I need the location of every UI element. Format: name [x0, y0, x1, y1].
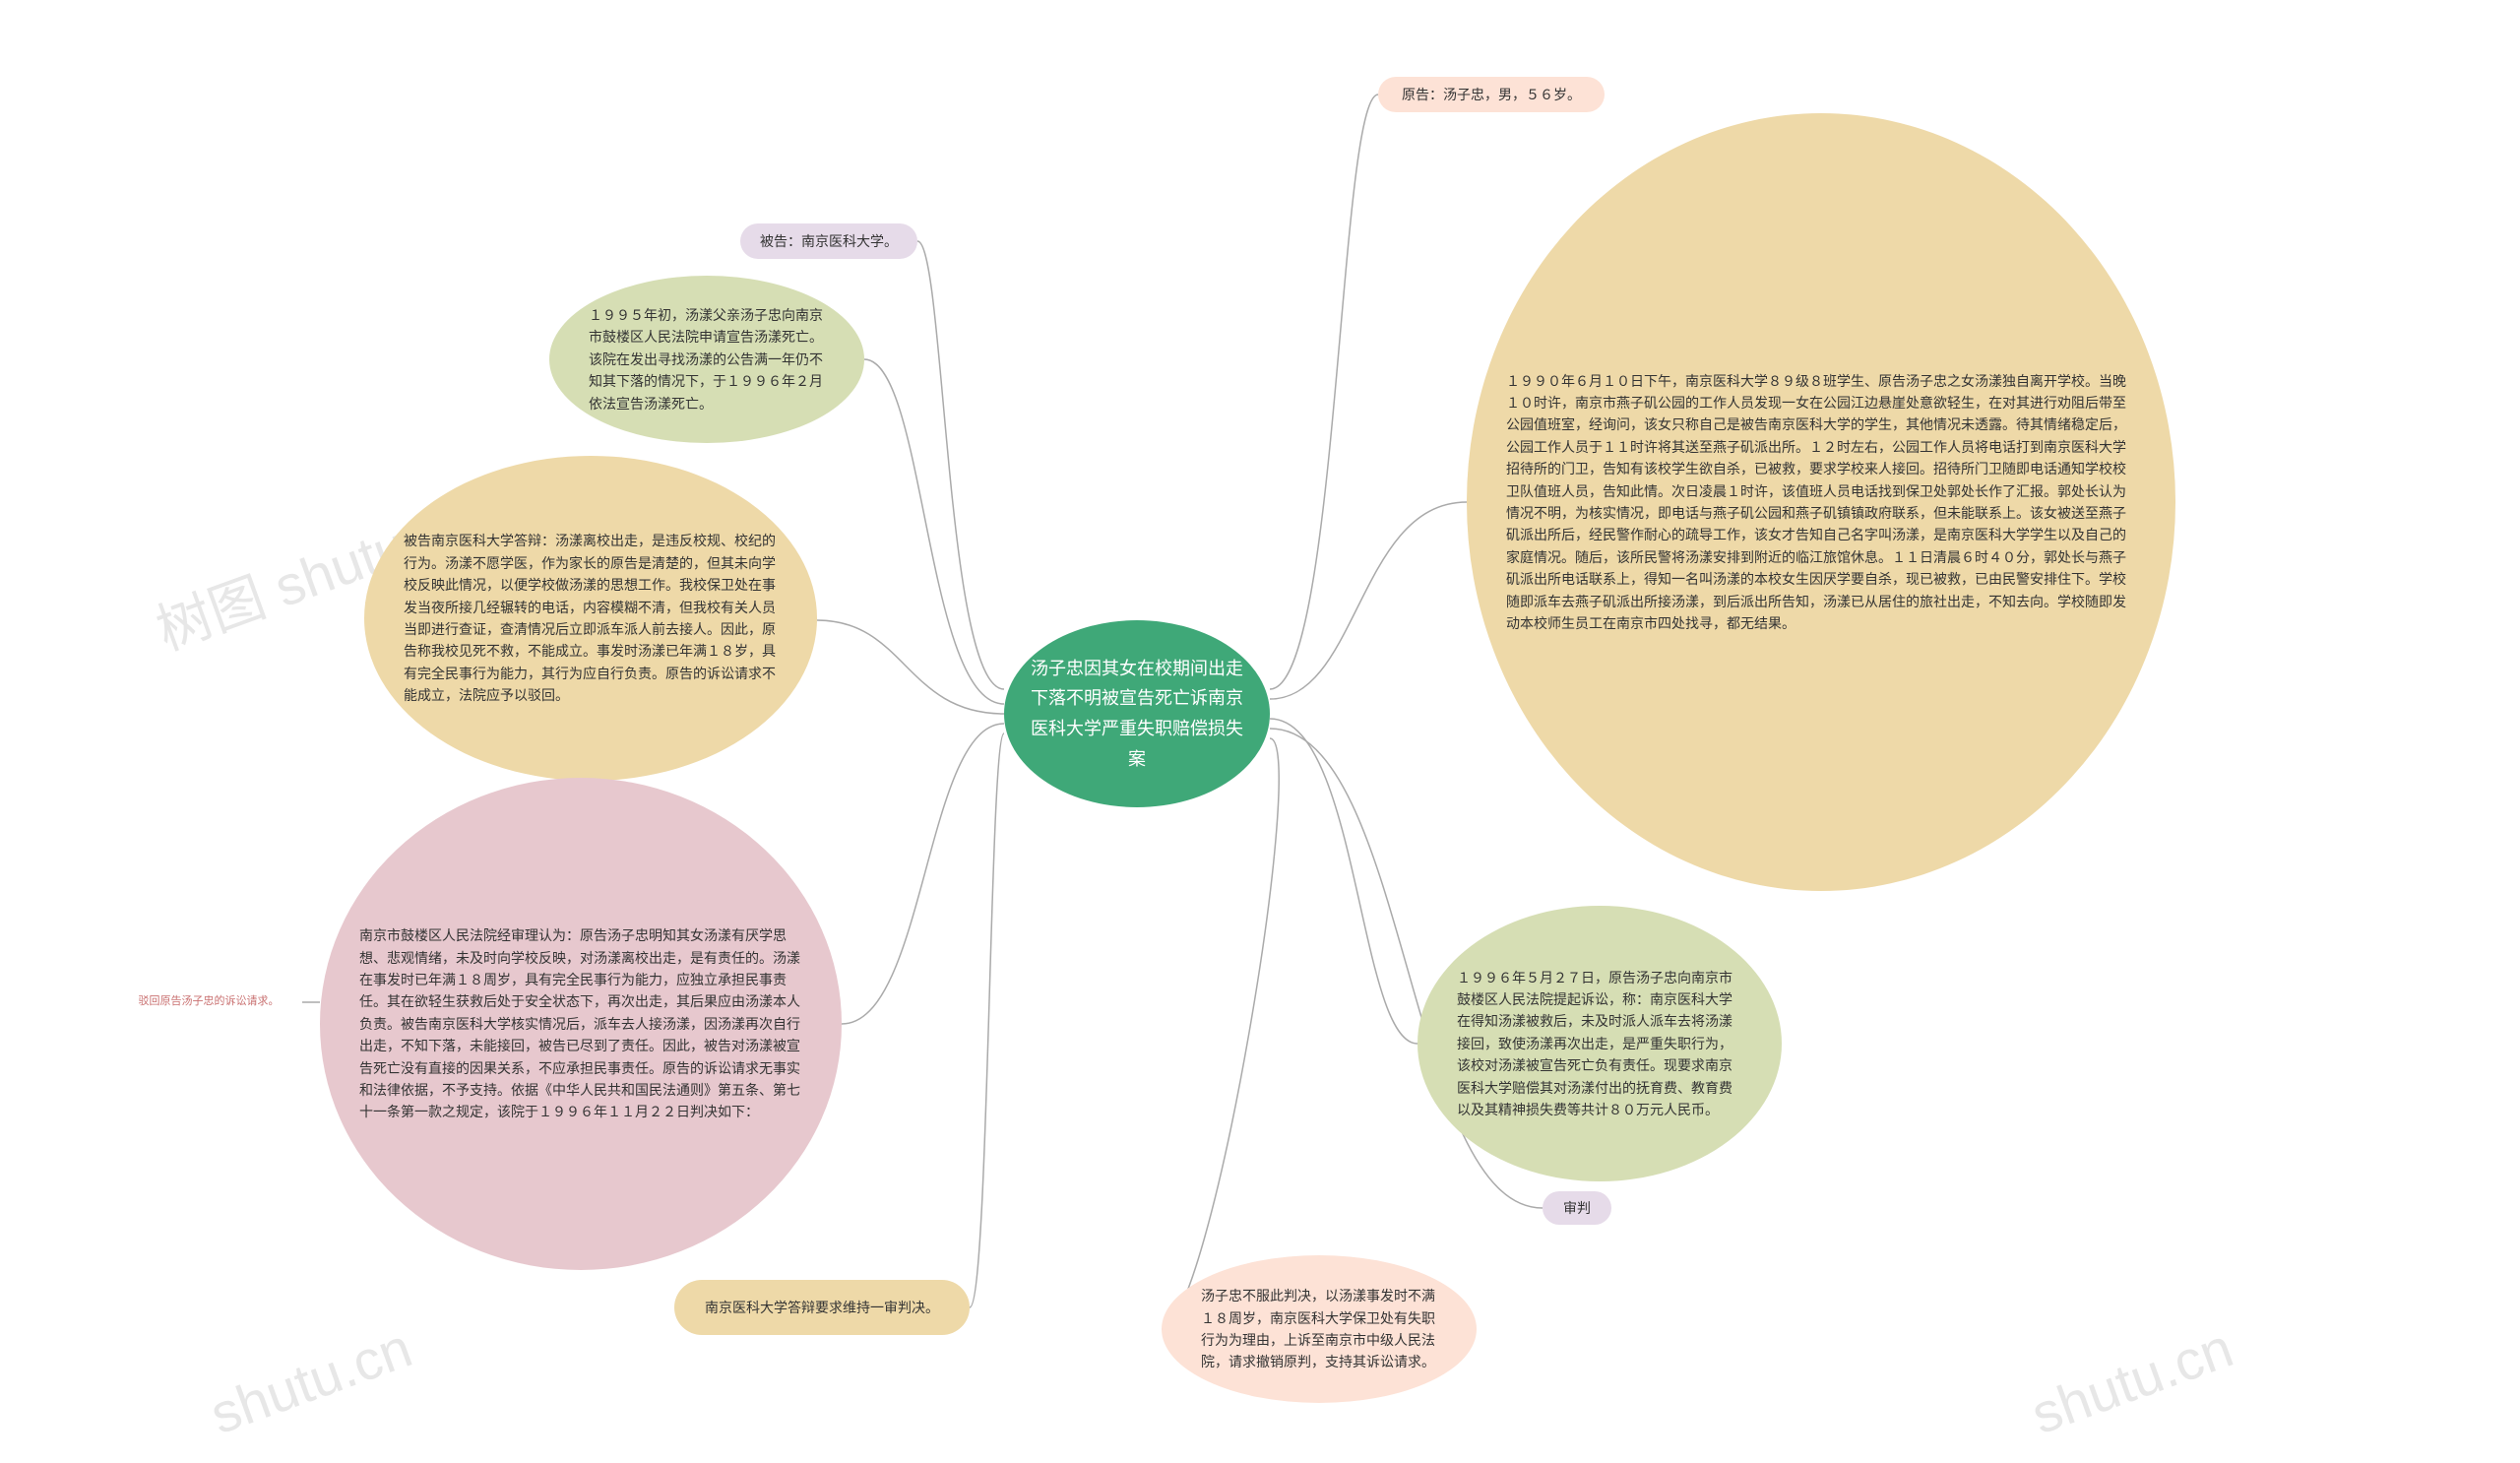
watermark-3: shutu.cn [202, 1315, 419, 1446]
node-text-plaintiff: 原告：汤子忠，男，５６岁。 [1402, 84, 1581, 105]
node-text-declare1995: １９９５年初，汤漾父亲汤子忠向南京市鼓楼区人民法院申请宣告汤漾死亡。该院在发出寻… [589, 304, 825, 414]
node-text-reject: 驳回原告汤子忠的诉讼请求。 [139, 993, 280, 1011]
node-text-appeal: 汤子忠不服此判决，以汤漾事发时不满１８周岁，南京医科大学保卫处有失职行为为理由，… [1201, 1285, 1437, 1373]
node-declare1995: １９９５年初，汤漾父亲汤子忠向南京市鼓楼区人民法院申请宣告汤漾死亡。该院在发出寻… [549, 276, 864, 443]
node-text-claim1996: １９９６年５月２７日，原告汤子忠向南京市鼓楼区人民法院提起诉讼，称：南京医科大学… [1457, 967, 1742, 1121]
node-text-defendant: 被告：南京医科大学。 [760, 230, 898, 252]
node-facts: １９９０年６月１０日下午，南京医科大学８９级８班学生、原告汤子忠之女汤漾独自离开… [1467, 113, 2175, 891]
node-text-facts: １９９０年６月１０日下午，南京医科大学８９级８班学生、原告汤子忠之女汤漾独自离开… [1506, 370, 2136, 635]
node-text-court1: 南京市鼓楼区人民法院经审理认为：原告汤子忠明知其女汤漾有厌学思想、悲观情绪，未及… [359, 924, 802, 1123]
node-claim1996: １９９６年５月２７日，原告汤子忠向南京市鼓楼区人民法院提起诉讼，称：南京医科大学… [1418, 906, 1782, 1181]
watermark-4: shutu.cn [2023, 1315, 2240, 1446]
node-appeal: 汤子忠不服此判决，以汤漾事发时不满１８周岁，南京医科大学保卫处有失职行为为理由，… [1162, 1255, 1477, 1403]
center-node-text: 汤子忠因其女在校期间出走下落不明被宣告死亡诉南京医科大学严重失职赔偿损失案 [1024, 654, 1250, 774]
node-trial: 审判 [1543, 1191, 1611, 1225]
node-plaintiff: 原告：汤子忠，男，５６岁。 [1378, 77, 1605, 112]
node-text-appeal-defense: 南京医科大学答辩要求维持一审判决。 [705, 1297, 939, 1318]
node-court1: 南京市鼓楼区人民法院经审理认为：原告汤子忠明知其女汤漾有厌学思想、悲观情绪，未及… [320, 778, 842, 1270]
node-text-defense: 被告南京医科大学答辩：汤漾离校出走，是违反校规、校纪的行为。汤漾不愿学医，作为家… [404, 530, 778, 706]
node-reject: 驳回原告汤子忠的诉讼请求。 [115, 992, 302, 1012]
node-text-trial: 审判 [1563, 1197, 1591, 1219]
node-defendant: 被告：南京医科大学。 [740, 223, 917, 259]
node-defense: 被告南京医科大学答辩：汤漾离校出走，是违反校规、校纪的行为。汤漾不愿学医，作为家… [364, 456, 817, 781]
center-node: 汤子忠因其女在校期间出走下落不明被宣告死亡诉南京医科大学严重失职赔偿损失案 [1004, 620, 1270, 807]
node-appeal-defense: 南京医科大学答辩要求维持一审判决。 [674, 1280, 970, 1335]
